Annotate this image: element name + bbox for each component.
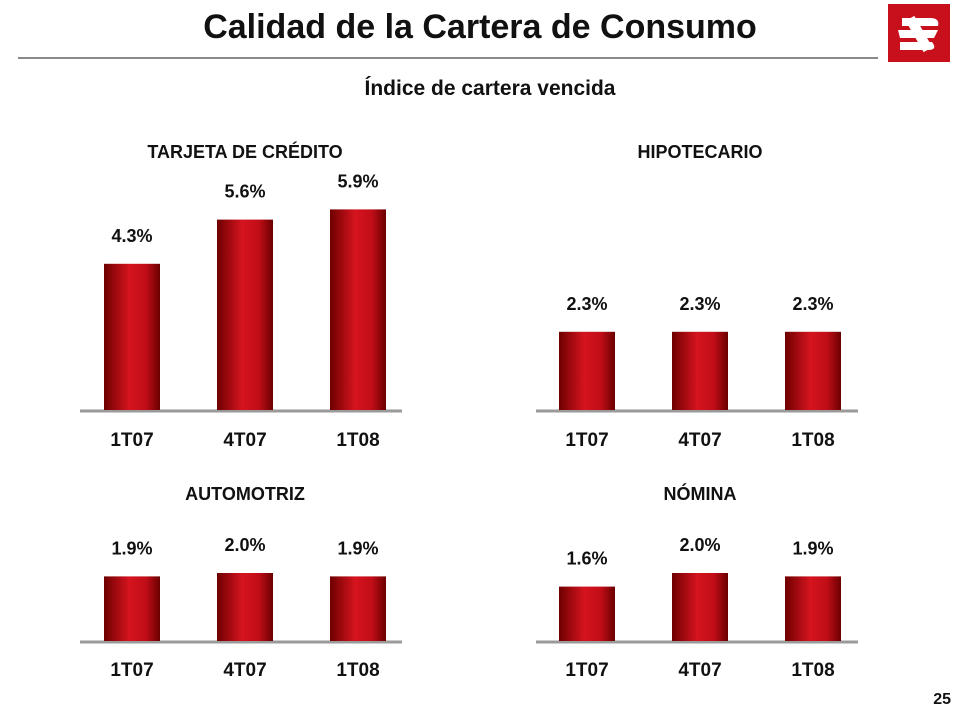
chart-title-tarjeta: TARJETA DE CRÉDITO bbox=[147, 141, 342, 162]
bar-tarjeta-1t08 bbox=[330, 209, 386, 410]
bar-automotriz-1t07 bbox=[104, 576, 160, 641]
data-label-automotriz-1t08: 1.9% bbox=[337, 538, 378, 558]
tick-label-nomina-1t07: 1T07 bbox=[565, 660, 608, 681]
data-label-automotriz-1t07: 1.9% bbox=[111, 538, 152, 558]
data-label-hipotecario-1t07: 2.3% bbox=[566, 294, 607, 314]
title-divider bbox=[18, 57, 878, 59]
tick-label-hipotecario-1t08: 1T08 bbox=[791, 430, 834, 451]
tick-label-automotriz-1t08: 1T08 bbox=[336, 660, 379, 681]
tick-label-nomina-1t08: 1T08 bbox=[791, 660, 834, 681]
bar-hipotecario-1t07 bbox=[559, 331, 615, 410]
data-label-nomina-1t08: 1.9% bbox=[792, 538, 833, 558]
data-label-automotriz-4t07: 2.0% bbox=[224, 535, 265, 555]
bar-hipotecario-4t07 bbox=[672, 331, 728, 410]
tick-label-hipotecario-1t07: 1T07 bbox=[565, 430, 608, 451]
bar-hipotecario-1t08 bbox=[785, 331, 841, 410]
data-label-nomina-4t07: 2.0% bbox=[679, 535, 720, 555]
chart-title-hipotecario: HIPOTECARIO bbox=[637, 142, 762, 162]
data-label-hipotecario-4t07: 2.3% bbox=[679, 294, 720, 314]
bar-nomina-4t07 bbox=[672, 573, 728, 641]
tick-label-automotriz-4t07: 4T07 bbox=[223, 660, 266, 681]
tick-label-tarjeta-1t07: 1T07 bbox=[110, 430, 153, 451]
bar-automotriz-1t08 bbox=[330, 576, 386, 641]
data-label-tarjeta-1t08: 5.9% bbox=[337, 171, 378, 191]
bar-nomina-1t08 bbox=[785, 576, 841, 641]
banorte-logo-icon bbox=[888, 4, 950, 62]
bar-automotriz-4t07 bbox=[217, 573, 273, 641]
page-number: 25 bbox=[933, 691, 951, 708]
slide-title: Calidad de la Cartera de Consumo bbox=[203, 8, 757, 46]
bar-nomina-1t07 bbox=[559, 586, 615, 641]
chart-subtitle: Índice de cartera vencida bbox=[364, 77, 616, 100]
data-label-tarjeta-4t07: 5.6% bbox=[224, 182, 265, 202]
tick-label-automotriz-1t07: 1T07 bbox=[110, 660, 153, 681]
bar-tarjeta-1t07 bbox=[104, 263, 160, 410]
tick-label-tarjeta-1t08: 1T08 bbox=[336, 430, 379, 451]
tick-label-nomina-4t07: 4T07 bbox=[678, 660, 721, 681]
chart-title-automotriz: AUTOMOTRIZ bbox=[185, 484, 305, 504]
chart-title-nomina: NÓMINA bbox=[664, 483, 737, 504]
tick-label-tarjeta-4t07: 4T07 bbox=[223, 430, 266, 451]
data-label-tarjeta-1t07: 4.3% bbox=[111, 226, 152, 246]
tick-label-hipotecario-4t07: 4T07 bbox=[678, 430, 721, 451]
data-label-hipotecario-1t08: 2.3% bbox=[792, 294, 833, 314]
bar-tarjeta-4t07 bbox=[217, 219, 273, 410]
data-label-nomina-1t07: 1.6% bbox=[566, 549, 607, 569]
